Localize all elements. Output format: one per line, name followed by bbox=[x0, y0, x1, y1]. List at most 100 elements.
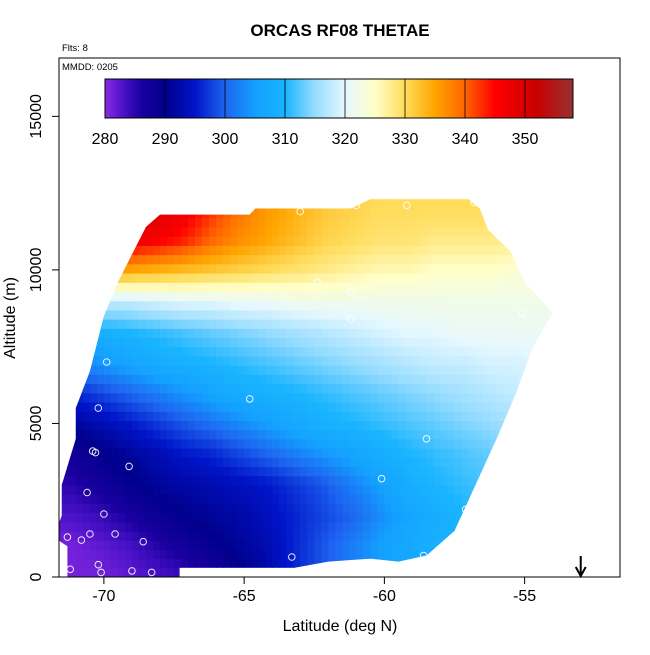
heat-cell bbox=[279, 558, 287, 569]
heat-cell bbox=[202, 319, 210, 329]
heat-cell bbox=[405, 411, 414, 421]
heat-cell bbox=[426, 245, 435, 256]
heat-cell bbox=[279, 549, 287, 560]
heat-cell bbox=[82, 365, 91, 375]
heat-cell bbox=[377, 494, 385, 504]
heat-cell bbox=[48, 522, 56, 532]
heat-cell bbox=[68, 484, 77, 495]
heat-cell bbox=[117, 383, 126, 394]
heat-cell bbox=[342, 374, 350, 385]
heat-cell bbox=[419, 429, 428, 440]
heat-cell bbox=[517, 319, 526, 329]
heat-cell bbox=[216, 383, 224, 394]
heat-cell bbox=[272, 300, 280, 311]
heat-cell bbox=[412, 337, 421, 348]
heat-cell bbox=[510, 355, 519, 366]
heat-cell bbox=[230, 420, 238, 431]
heat-cell bbox=[377, 199, 385, 210]
heat-cell bbox=[496, 484, 505, 495]
heat-cell bbox=[391, 282, 399, 292]
heat-cell bbox=[181, 374, 189, 385]
heat-cell bbox=[454, 438, 463, 449]
heat-cell bbox=[496, 558, 505, 569]
heat-cell bbox=[391, 245, 399, 256]
heat-cell bbox=[454, 199, 463, 200]
heat-cell bbox=[293, 558, 301, 569]
heat-cell bbox=[223, 309, 231, 320]
heat-cell bbox=[89, 236, 98, 246]
heat-cell bbox=[405, 236, 414, 246]
heat-cell bbox=[188, 420, 196, 431]
heat-cell bbox=[152, 503, 161, 514]
heat-cell bbox=[181, 300, 189, 311]
heat-cell bbox=[363, 199, 371, 210]
heat-cell bbox=[258, 337, 266, 348]
heat-cell bbox=[419, 245, 428, 256]
heat-cell bbox=[300, 475, 308, 486]
heat-cell bbox=[524, 503, 533, 514]
heat-cell bbox=[461, 374, 470, 385]
heat-cell bbox=[110, 355, 119, 366]
heat-cell bbox=[124, 199, 133, 200]
heat-cell bbox=[244, 457, 252, 468]
heat-cell bbox=[321, 429, 329, 440]
heat-cell bbox=[286, 383, 294, 394]
heat-cell bbox=[124, 438, 133, 449]
heat-cell bbox=[503, 530, 512, 541]
heat-cell bbox=[124, 521, 133, 532]
heat-cell bbox=[426, 272, 435, 283]
heat-cell bbox=[82, 567, 91, 577]
heat-cell bbox=[181, 503, 189, 514]
heat-cell bbox=[517, 374, 526, 385]
heat-cell bbox=[433, 355, 442, 366]
heat-cell bbox=[124, 236, 133, 246]
heat-cell bbox=[349, 448, 357, 458]
heat-cell bbox=[279, 429, 287, 440]
heat-cell bbox=[237, 512, 245, 523]
heat-cell bbox=[433, 346, 442, 357]
heat-cell bbox=[398, 365, 407, 375]
colorbar-tick-label: 280 bbox=[92, 131, 119, 148]
heat-cell bbox=[103, 429, 112, 440]
heat-cell bbox=[265, 448, 273, 458]
heat-cell bbox=[454, 549, 463, 560]
heat-cell bbox=[293, 521, 301, 532]
heat-cell bbox=[68, 346, 77, 357]
heat-cell bbox=[363, 328, 371, 339]
heat-cell bbox=[489, 300, 498, 311]
heat-cell bbox=[307, 282, 315, 292]
heat-cell bbox=[363, 300, 371, 311]
heat-cell bbox=[447, 429, 456, 440]
heat-cell bbox=[89, 208, 98, 219]
heat-cell bbox=[96, 558, 105, 569]
heat-cell bbox=[300, 521, 308, 532]
heat-cell bbox=[328, 503, 336, 514]
heat-cell bbox=[531, 236, 540, 246]
heat-cell bbox=[117, 530, 126, 541]
heat-cell bbox=[461, 540, 470, 550]
heat-cell bbox=[223, 567, 231, 577]
heat-cell bbox=[188, 282, 196, 292]
heat-cell bbox=[335, 494, 343, 504]
heat-cell bbox=[209, 365, 217, 375]
heat-cell bbox=[166, 521, 175, 532]
heat-cell bbox=[398, 429, 407, 440]
heat-cell bbox=[426, 429, 435, 440]
heat-cell bbox=[426, 484, 435, 495]
heat-cell bbox=[166, 420, 175, 431]
heat-cell bbox=[419, 392, 428, 403]
heat-cell bbox=[68, 236, 77, 246]
heat-cell bbox=[321, 503, 329, 514]
heat-cell bbox=[405, 291, 414, 302]
heat-cell bbox=[159, 448, 168, 458]
heat-cell bbox=[272, 466, 280, 477]
heat-cell bbox=[195, 300, 203, 311]
heat-cell bbox=[96, 530, 105, 541]
heat-cell bbox=[468, 374, 477, 385]
heat-cell bbox=[503, 567, 512, 577]
heat-cell bbox=[82, 448, 91, 458]
heat-cell bbox=[216, 355, 224, 366]
heat-cell bbox=[96, 328, 105, 339]
heat-cell bbox=[328, 300, 336, 311]
heat-cell bbox=[251, 466, 259, 477]
